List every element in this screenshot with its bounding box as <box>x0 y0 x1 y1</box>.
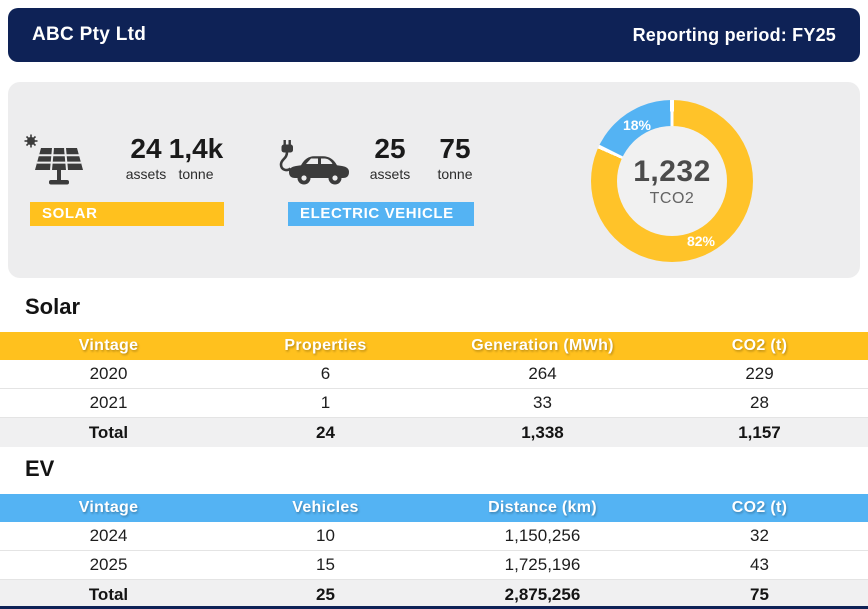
ev-assets-label: assets <box>360 166 420 182</box>
solar-col-generation: Generation (MWh) <box>434 337 651 355</box>
cell-total-vehicles: 25 <box>217 585 434 605</box>
ev-col-co2: CO2 (t) <box>651 499 868 517</box>
ev-table-header-row: Vintage Vehicles Distance (km) CO2 (t) <box>0 494 868 522</box>
cell-properties: 1 <box>217 393 434 413</box>
solar-col-properties: Properties <box>217 337 434 355</box>
cell-vintage: 2025 <box>0 555 217 575</box>
table-row: 2020 6 264 229 <box>0 360 868 389</box>
table-row: 2024 10 1,150,256 32 <box>0 522 868 551</box>
ev-tonnes-value: 75 <box>423 134 487 164</box>
co2-donut-chart: 18% 82% 1,232 TCO2 <box>591 100 753 262</box>
header-bar: ABC Pty Ltd Reporting period: FY25 <box>8 8 860 62</box>
solar-tonnes-stat: 1,4k tonne <box>164 134 228 182</box>
cell-vehicles: 15 <box>217 555 434 575</box>
table-row: 2021 1 33 28 <box>0 389 868 418</box>
cell-total-generation: 1,338 <box>434 423 651 443</box>
cell-total-distance: 2,875,256 <box>434 585 651 605</box>
ev-col-distance: Distance (km) <box>434 499 651 517</box>
solar-total-row: Total 24 1,338 1,157 <box>0 418 868 447</box>
cell-vehicles: 10 <box>217 526 434 546</box>
donut-center-value: 1,232 <box>633 155 711 189</box>
solar-panel-icon <box>24 132 86 192</box>
ev-total-row: Total 25 2,875,256 75 <box>0 580 868 609</box>
cell-vintage: 2024 <box>0 526 217 546</box>
solar-col-co2: CO2 (t) <box>651 337 868 355</box>
cell-total-co2: 75 <box>651 585 868 605</box>
cell-vintage: 2021 <box>0 393 217 413</box>
cell-generation: 264 <box>434 364 651 384</box>
cell-co2: 32 <box>651 526 868 546</box>
table-row: 2025 15 1,725,196 43 <box>0 551 868 580</box>
solar-table-header-row: Vintage Properties Generation (MWh) CO2 … <box>0 332 868 360</box>
ev-assets-stat: 25 assets <box>360 134 420 182</box>
cell-generation: 33 <box>434 393 651 413</box>
cell-co2: 43 <box>651 555 868 575</box>
ev-assets-value: 25 <box>360 134 420 164</box>
donut-center: 1,232 TCO2 <box>617 126 727 236</box>
donut-ev-percent-label: 18% <box>623 117 651 133</box>
cell-total-co2: 1,157 <box>651 423 868 443</box>
ev-tonnes-label: tonne <box>423 166 487 182</box>
cell-vintage: 2020 <box>0 364 217 384</box>
cell-properties: 6 <box>217 364 434 384</box>
cell-total-properties: 24 <box>217 423 434 443</box>
ev-car-icon <box>278 138 350 190</box>
ev-section-title: EV <box>25 456 54 482</box>
ev-badge: ELECTRIC VEHICLE <box>288 202 474 226</box>
solar-badge: SOLAR <box>30 202 224 226</box>
reporting-period: Reporting period: FY25 <box>633 25 836 46</box>
cell-co2: 28 <box>651 393 868 413</box>
cell-total-label: Total <box>0 423 217 443</box>
company-name: ABC Pty Ltd <box>32 24 146 46</box>
solar-col-vintage: Vintage <box>0 337 217 355</box>
solar-tonnes-value: 1,4k <box>164 134 228 164</box>
ev-tonnes-stat: 75 tonne <box>423 134 487 182</box>
summary-panel: 24 assets 1,4k tonne SOLAR 25 assets 75 … <box>8 82 860 278</box>
cell-distance: 1,725,196 <box>434 555 651 575</box>
solar-table: Vintage Properties Generation (MWh) CO2 … <box>0 332 868 447</box>
ev-table: Vintage Vehicles Distance (km) CO2 (t) 2… <box>0 494 868 609</box>
cell-total-label: Total <box>0 585 217 605</box>
donut-center-label: TCO2 <box>650 190 695 208</box>
solar-section-title: Solar <box>25 294 80 320</box>
cell-distance: 1,150,256 <box>434 526 651 546</box>
solar-tonnes-label: tonne <box>164 166 228 182</box>
cell-co2: 229 <box>651 364 868 384</box>
ev-col-vintage: Vintage <box>0 499 217 517</box>
ev-col-vehicles: Vehicles <box>217 499 434 517</box>
donut-solar-percent-label: 82% <box>687 233 715 249</box>
